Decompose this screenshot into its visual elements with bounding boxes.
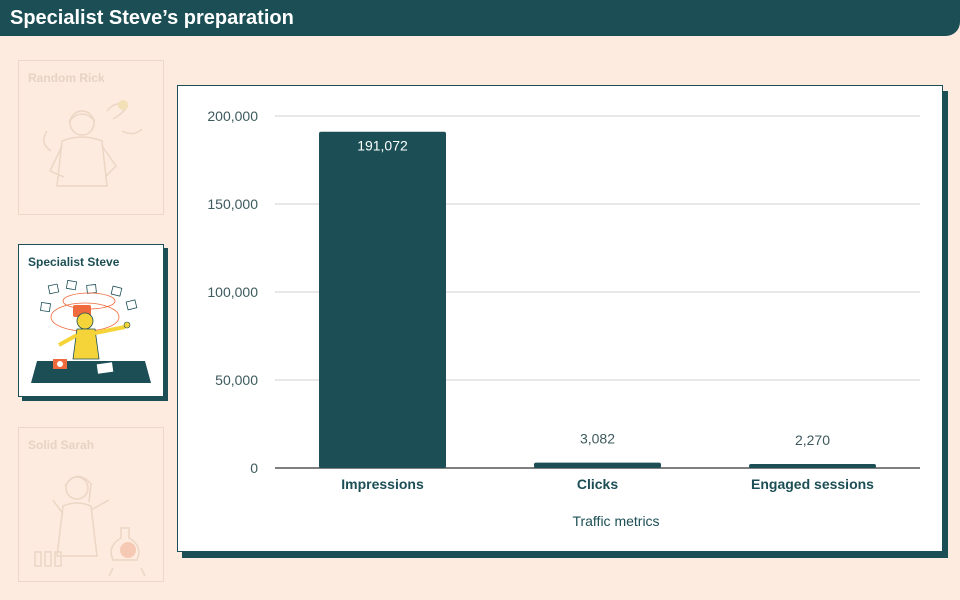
x-tick-label: Clicks xyxy=(577,476,618,492)
y-tick-label: 200,000 xyxy=(207,108,258,124)
data-label: 2,270 xyxy=(795,432,830,448)
bar-impressions xyxy=(319,131,446,468)
y-tick-label: 0 xyxy=(250,460,258,476)
traffic-metrics-bar-chart: 0 50,000 100,000 150,000 200,000 191,072 Impre… xyxy=(207,108,920,529)
solid-sarah-illustration-icon xyxy=(34,475,146,577)
persona-label: Specialist Steve xyxy=(28,255,120,269)
x-tick-label: Impressions xyxy=(341,476,424,492)
specialist-steve-illustration-icon xyxy=(31,279,151,383)
data-label: 3,082 xyxy=(580,431,615,447)
page-title: Specialist Steve’s preparation xyxy=(10,7,294,29)
random-rick-illustration-icon xyxy=(43,100,143,187)
x-axis-title: Traffic metrics xyxy=(572,513,659,529)
persona-label: Solid Sarah xyxy=(28,438,95,452)
persona-label: Random Rick xyxy=(28,71,105,85)
y-tick-label: 150,000 xyxy=(207,196,258,212)
y-tick-label: 100,000 xyxy=(207,284,258,300)
persona-card-random-rick[interactable]: Random Rick xyxy=(18,60,164,215)
persona-card-specialist-steve[interactable]: Specialist Steve xyxy=(18,244,164,397)
bar-engaged-sessions xyxy=(749,464,876,468)
header-bar: Specialist Steve’s preparation xyxy=(0,0,960,36)
data-label: 191,072 xyxy=(357,138,408,154)
persona-card-solid-sarah[interactable]: Solid Sarah xyxy=(18,427,164,582)
x-tick-label: Engaged sessions xyxy=(751,476,874,492)
y-tick-label: 50,000 xyxy=(215,372,258,388)
bar-clicks xyxy=(534,462,661,468)
chart-panel: 0 50,000 100,000 150,000 200,000 191,072 Impre… xyxy=(177,85,943,552)
